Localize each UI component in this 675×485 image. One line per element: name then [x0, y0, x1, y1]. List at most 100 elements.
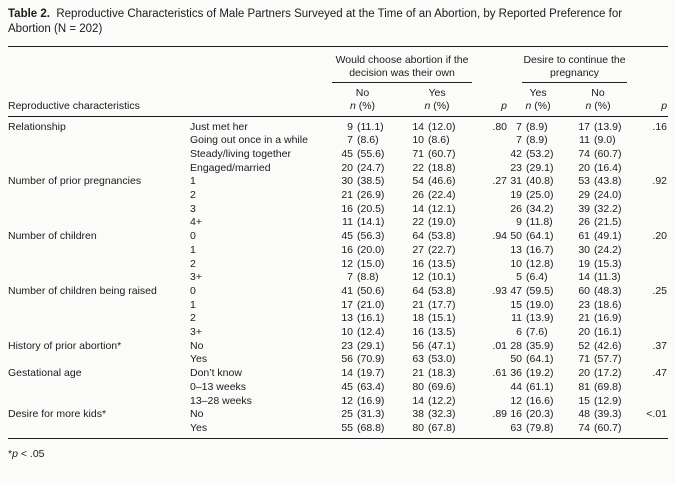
cell-continue-p: [634, 258, 668, 272]
n-percent-value: 38 (32.3): [408, 408, 472, 422]
percent-value: (43.8): [594, 175, 622, 188]
count-value: 42: [510, 147, 523, 160]
percent-value: (16.9): [594, 312, 622, 325]
row-category: 3: [190, 202, 196, 215]
count-value: 64: [412, 230, 425, 243]
cell-continue-p: .20: [634, 230, 668, 244]
cell-choose-yes: 14 (12.0): [408, 117, 472, 135]
percent-value: (19.0): [428, 216, 456, 229]
n-percent-value: 17 (13.9): [564, 121, 634, 135]
table-row: History of prior abortion* No 23 (29.1) 56 (4…: [8, 340, 668, 354]
n-percent-value: 12 (15.0): [330, 258, 408, 272]
row-category: Going out once in a while: [190, 134, 308, 147]
row-group-label: [8, 271, 190, 285]
p-value: .92: [652, 175, 668, 188]
count-value: 26: [578, 216, 591, 229]
cell-continue-no: 20 (17.2): [564, 367, 634, 381]
count-value: 21: [412, 367, 425, 380]
cell-continue-yes: 16 (20.3): [510, 408, 564, 422]
count-value: 56: [341, 353, 353, 366]
p-value: .25: [652, 284, 668, 297]
table-row: Going out once in a while 7 (8.6) 10 (8.6) 7(…: [8, 134, 668, 148]
n-percent-value: 50 (64.1): [510, 353, 564, 367]
count-value: 41: [341, 284, 353, 297]
row-group-label: [8, 353, 190, 367]
count-value: 21: [578, 312, 591, 325]
row-group-label: [8, 203, 190, 217]
count-value: 15: [510, 298, 523, 311]
row-group-label: [8, 134, 190, 148]
count-value: 22: [412, 161, 425, 174]
cell-continue-yes: 7 (8.9): [512, 134, 564, 148]
table-row: Gestational age Don’t know 14 (19.7) 21 (18.3…: [8, 367, 668, 381]
cell-continue-yes: 42 (53.2): [510, 148, 564, 162]
row-category: Engaged/married: [190, 161, 271, 174]
count-value: 10: [412, 134, 425, 147]
count-value: 71: [578, 353, 591, 366]
cell-choose-no: 12 (16.9): [330, 395, 408, 409]
count-value: 9: [347, 120, 353, 133]
cell-continue-no: 53 (43.8): [564, 175, 634, 189]
n-percent-value: 42 (53.2): [510, 148, 564, 162]
cell-continue-yes: 23 (29.1): [510, 162, 564, 176]
cell-choose-p: .80: [472, 117, 512, 135]
p-value: <.01: [646, 408, 668, 421]
table-title-label: Table 2.: [8, 8, 50, 20]
percent-value: (32.3): [428, 408, 456, 421]
n-percent-value: 25 (31.3): [330, 408, 408, 422]
footnote-star: *: [8, 447, 13, 460]
n-percent-value: 13 (16.7): [510, 244, 564, 258]
count-value: 5: [516, 271, 523, 284]
cell-choose-yes: 14 (12.1): [408, 203, 472, 217]
row-group-label: [8, 162, 190, 176]
table-row: Relationship Just met her 9 (11.1) 14 (12.0).…: [8, 117, 668, 135]
col-head-label: No: [355, 87, 370, 99]
percent-value: (8.6): [357, 134, 379, 147]
n-percent-value: 26 (21.5): [564, 216, 634, 230]
percent-value: (55.6): [357, 147, 385, 160]
count-value: 26: [510, 202, 523, 215]
count-value: 64: [412, 284, 425, 297]
percent-value: (40.8): [526, 175, 554, 188]
count-value: 7: [347, 134, 353, 147]
cell-choose-no: 55 (68.8): [330, 421, 408, 439]
row-category: 0–13 weeks: [190, 380, 247, 393]
p-value: .47: [652, 367, 668, 380]
percent-value: (6.4): [526, 271, 548, 284]
count-value: 20: [341, 161, 353, 174]
row-group-label: Gestational age: [8, 367, 82, 380]
row-category: No: [190, 408, 204, 421]
cell-continue-yes: 13 (16.7): [510, 244, 564, 258]
count-value: 27: [412, 243, 425, 256]
percent-value: (24.7): [357, 161, 385, 174]
count-value: 29: [578, 189, 591, 202]
n-percent-value: 15 (12.9): [564, 395, 634, 409]
n-percent-value: 71 (57.7): [564, 353, 634, 367]
cell-choose-yes: 63 (53.0): [408, 353, 472, 367]
p-value: .89: [492, 408, 508, 421]
n-percent-value: 14 (12.2): [408, 395, 472, 409]
cell-continue-p: [634, 244, 668, 258]
n-percent-value: 45 (56.3): [330, 230, 408, 244]
count-value: 11: [342, 216, 353, 229]
n-percent-value: 30 (38.5): [330, 175, 408, 189]
cell-choose-yes: 10 (8.6): [408, 134, 472, 148]
cell-continue-p: [634, 353, 668, 367]
cell-choose-yes: 80 (69.6): [408, 381, 472, 395]
percent-value: (53.8): [428, 284, 456, 297]
p-value: .80: [492, 120, 508, 133]
count-value: 56: [412, 339, 425, 352]
cell-choose-yes: 54 (46.6): [408, 175, 472, 189]
n-percent-value: 61 (49.1): [564, 230, 634, 244]
table-row: 3+ 7 (8.8) 12 (10.1) 5 (6.4) 14 (11.3): [8, 271, 668, 285]
count-value: 17: [578, 120, 591, 133]
count-value: 19: [510, 189, 523, 202]
cell-choose-no: 56 (70.9): [330, 353, 408, 367]
cell-continue-p: [634, 326, 668, 340]
table-row: 2 12 (15.0) 16 (13.5) 10 (12.8) 19 (15.3): [8, 258, 668, 272]
table-row: 2 21 (26.9) 26 (22.4) 19 (25.0) 29 (24.0): [8, 189, 668, 203]
percent-value: (20.5): [357, 202, 385, 215]
footnote: *p < .05: [8, 448, 668, 460]
count-value: 6: [516, 326, 523, 339]
table-row: Number of children 0 45 (56.3) 64 (53.8) .94 50…: [8, 230, 668, 244]
